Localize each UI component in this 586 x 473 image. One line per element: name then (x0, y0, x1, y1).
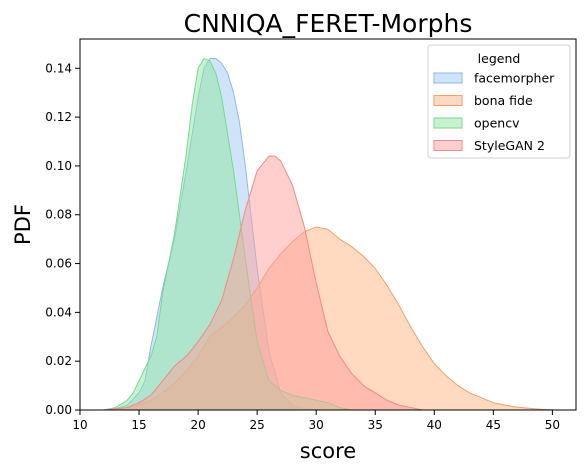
y-axis-label: PDF (11, 204, 35, 245)
density-areas (103, 58, 553, 411)
y-tick-label: 0.10 (45, 159, 72, 173)
y-tick-label: 0.12 (45, 110, 72, 124)
plot-frame (79, 38, 577, 411)
x-tick-label: 40 (427, 418, 442, 432)
y-tick-label: 0.00 (45, 403, 72, 417)
legend-swatch (433, 140, 463, 151)
x-tick-label: 35 (368, 418, 383, 432)
x-tick-label: 10 (72, 418, 87, 432)
legend-swatch (433, 117, 463, 129)
x-tick-label: 25 (250, 418, 265, 432)
legend-box (427, 44, 571, 159)
x-tick-label: 20 (190, 418, 205, 432)
x-tick-label: 45 (486, 418, 501, 432)
y-tick-label: 0.14 (45, 61, 72, 75)
chart-title: CNNIQA_FERET-Morphs (184, 9, 473, 38)
legend: legend facemorpher bona fide opencv StyleGA… (427, 44, 571, 159)
legend-label: opencv (474, 116, 520, 131)
legend-label: StyleGAN 2 (474, 138, 545, 153)
legend-label: bona fide (474, 93, 533, 108)
legend-swatch (433, 95, 463, 106)
x-tick-label: 30 (309, 418, 324, 432)
y-tick-label: 0.04 (45, 305, 72, 319)
y-axis-ticks: 0.00 0.02 0.04 0.06 0.08 0.10 0.12 0.14 (45, 61, 80, 417)
x-axis-ticks: 10 15 20 25 30 35 40 45 50 (72, 410, 560, 432)
y-tick-label: 0.06 (45, 257, 72, 271)
legend-swatch (433, 72, 463, 84)
y-tick-label: 0.02 (45, 354, 72, 368)
x-axis-label: score (300, 439, 356, 463)
legend-label: facemorpher (474, 71, 555, 86)
x-tick-label: 15 (131, 418, 146, 432)
density-area-3 (103, 155, 423, 411)
legend-items: facemorpher bona fide opencv StyleGAN 2 (433, 71, 555, 153)
x-tick-label: 50 (545, 418, 560, 432)
legend-title: legend (478, 51, 521, 66)
y-tick-label: 0.08 (45, 208, 72, 222)
